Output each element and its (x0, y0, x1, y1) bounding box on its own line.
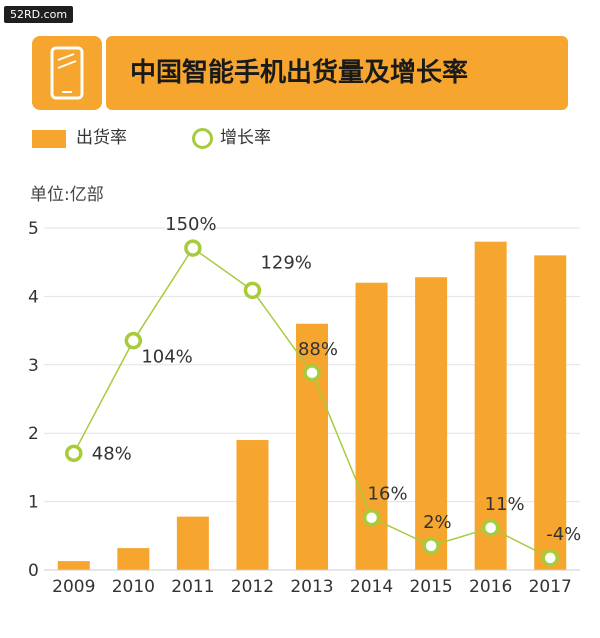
growth-point (481, 519, 500, 537)
growth-data-label: -4% (546, 524, 581, 545)
growth-point (184, 239, 202, 257)
legend-line-marker (192, 128, 213, 149)
x-tick-label: 2015 (409, 577, 452, 597)
growth-data-label: 88% (298, 339, 338, 360)
growth-point (243, 281, 262, 300)
growth-data-label: 104% (141, 347, 192, 368)
bar (296, 323, 328, 570)
label-layer: 48% 104% 150% 129% 88% 16% 2% 11% -4% (92, 214, 582, 545)
bar (355, 282, 388, 570)
bar (57, 561, 90, 570)
x-tick-label: 2017 (529, 577, 572, 597)
x-tick-label: 2009 (52, 577, 95, 597)
y-tick-label: 2 (28, 424, 39, 444)
line-layer (65, 239, 559, 567)
growth-data-label: 150% (165, 214, 216, 235)
unit-label: 单位:亿部 (30, 185, 104, 205)
x-tick-label: 2016 (469, 577, 512, 597)
growth-data-label: 16% (368, 484, 408, 505)
growth-point (422, 537, 440, 555)
bar (474, 241, 507, 570)
y-tick-label: 4 (28, 287, 39, 307)
growth-point (124, 331, 143, 350)
bar-layer (57, 241, 567, 571)
smartphone-icon (50, 46, 84, 100)
bar (415, 277, 448, 570)
title-bar: 中国智能手机出货量及增长率 (32, 36, 568, 110)
y-tick-label: 1 (28, 493, 39, 513)
growth-point (362, 508, 381, 527)
x-tick-label: 2013 (290, 577, 333, 597)
x-tick-label: 2010 (112, 577, 155, 597)
x-tick-label: 2011 (171, 577, 214, 597)
bar (117, 548, 150, 570)
legend-bar-swatch (32, 130, 66, 148)
source-watermark: 52RD.com (4, 6, 74, 23)
growth-point (541, 549, 559, 567)
growth-data-label: 11% (485, 494, 525, 515)
title-icon-box (32, 36, 102, 110)
growth-data-label: 129% (260, 252, 311, 273)
axis-layer: 0 1 2 3 4 5 2009 2010 2011 2012 2013 2014 2015 2016 20… (28, 219, 580, 597)
y-tick-label: 0 (28, 561, 39, 581)
growth-data-label: 48% (92, 443, 132, 464)
growth-point (303, 364, 321, 382)
y-tick-label: 5 (28, 219, 39, 239)
bar (236, 440, 269, 570)
bar (176, 516, 209, 570)
legend-line-label: 增长率 (220, 128, 271, 148)
bar (534, 255, 567, 571)
y-tick-label: 3 (28, 356, 39, 376)
x-tick-label: 2012 (231, 577, 274, 597)
growth-data-label: 2% (423, 512, 452, 533)
chart-title: 中国智能手机出货量及增长率 (130, 58, 469, 88)
x-tick-label: 2014 (350, 577, 393, 597)
legend-bar-label: 出货率 (76, 128, 127, 148)
growth-point (65, 444, 83, 463)
title-box: 中国智能手机出货量及增长率 (106, 36, 568, 110)
